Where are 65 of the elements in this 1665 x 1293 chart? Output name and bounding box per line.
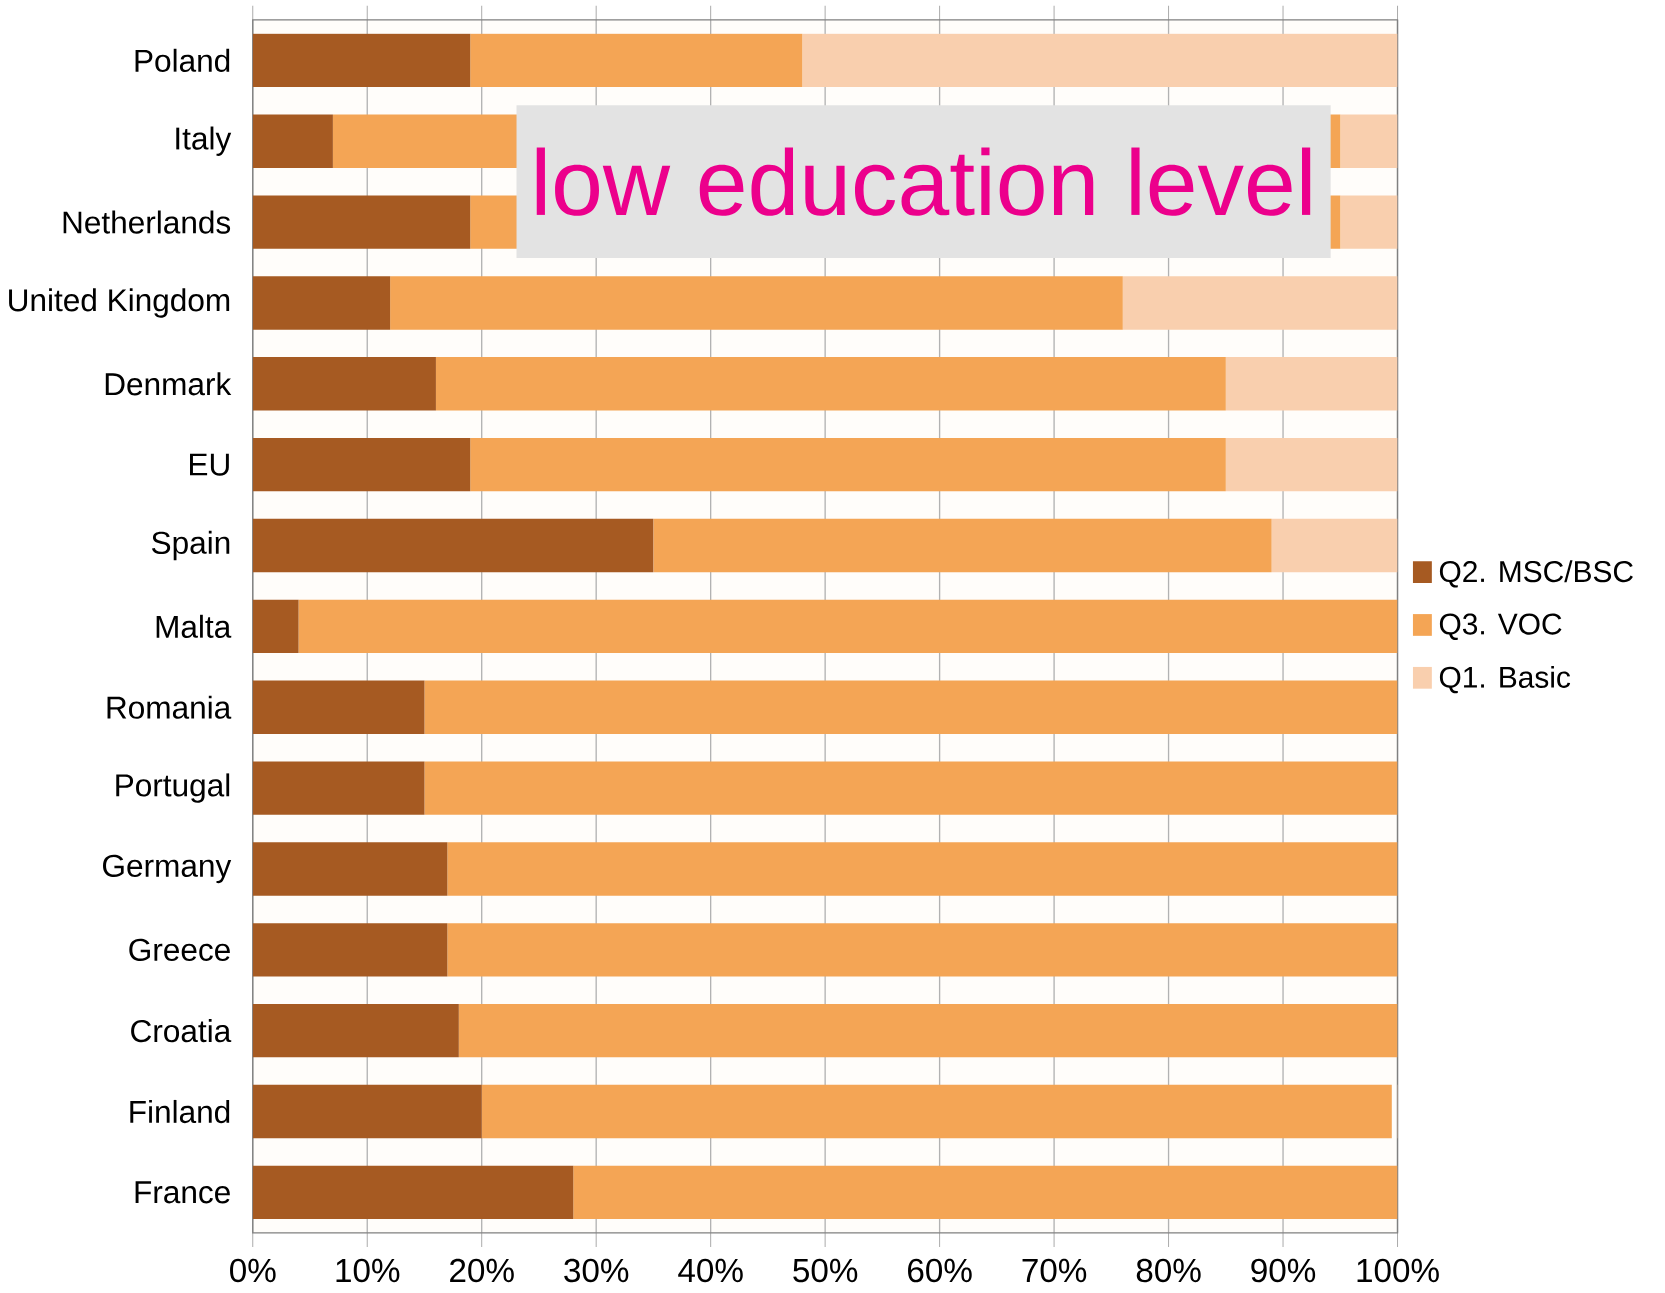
bar	[252, 599, 299, 653]
legend-label: Q2. MSC/BSC	[1439, 560, 1633, 588]
bar	[390, 276, 1123, 330]
bar	[435, 356, 1226, 411]
bar	[252, 518, 654, 573]
bar	[447, 922, 1398, 977]
x-tick-label: 20%	[450, 1258, 514, 1283]
y-tick-label: France	[135, 1181, 230, 1204]
y-tick-label: Netherlands	[63, 210, 231, 234]
bar	[470, 33, 803, 87]
legend-label: Q1. Basic	[1439, 665, 1571, 694]
y-tick-label: Malta	[156, 614, 232, 638]
bar	[252, 356, 436, 411]
bar	[653, 518, 1272, 573]
legend-label: Q3. VOC	[1439, 613, 1562, 640]
annotation: low education level	[536, 147, 1311, 216]
x-tick-label: 0%	[230, 1258, 276, 1283]
bar	[252, 1084, 482, 1139]
bar	[252, 276, 391, 330]
x-tick-label: 30%	[564, 1258, 629, 1283]
y-tick-label: United Kingdom	[9, 288, 230, 318]
y-tick-label: Germany	[103, 854, 232, 884]
bar	[252, 195, 471, 249]
bar	[252, 842, 448, 896]
bar	[481, 1084, 1392, 1139]
bar	[252, 922, 448, 977]
bar	[424, 761, 1398, 815]
bar	[252, 33, 471, 87]
y-tick-label: Spain	[151, 530, 230, 561]
x-tick-label: 60%	[908, 1258, 972, 1283]
y-tick-label: Croatia	[131, 1018, 232, 1043]
bar	[458, 1003, 1398, 1058]
bar	[252, 114, 333, 168]
x-tick-label: 40%	[678, 1258, 743, 1283]
bar	[1225, 356, 1398, 411]
bar	[1225, 437, 1398, 492]
y-tick-label: Greece	[129, 938, 230, 961]
y-tick-label: Denmark	[105, 372, 232, 396]
y-tick-label: Italy	[176, 126, 232, 156]
x-tick-label: 10%	[336, 1258, 400, 1283]
bar	[252, 1003, 459, 1058]
bar	[447, 842, 1398, 896]
bar	[424, 680, 1398, 734]
bar	[298, 599, 1398, 653]
bar	[252, 761, 425, 815]
y-tick-label: EU	[190, 453, 229, 476]
bar	[1271, 518, 1398, 573]
bar	[470, 437, 1226, 492]
bar	[1340, 195, 1398, 249]
y-tick-label: Portugal	[116, 773, 230, 803]
bar	[252, 1165, 574, 1219]
bar	[1340, 114, 1398, 168]
bar	[252, 437, 471, 492]
bar	[1122, 276, 1398, 330]
x-tick-label: 80%	[1136, 1258, 1201, 1283]
y-tick-label: Finland	[130, 1099, 230, 1123]
x-tick-label: 50%	[793, 1258, 858, 1283]
bar	[252, 680, 425, 734]
y-tick-label: Poland	[135, 48, 230, 72]
y-tick-label: Romania	[107, 695, 232, 719]
bar	[573, 1165, 1398, 1219]
x-tick-label: 70%	[1022, 1258, 1087, 1283]
x-tick-label: 100%	[1357, 1258, 1439, 1283]
bar	[802, 33, 1398, 87]
x-tick-label: 90%	[1251, 1258, 1316, 1283]
